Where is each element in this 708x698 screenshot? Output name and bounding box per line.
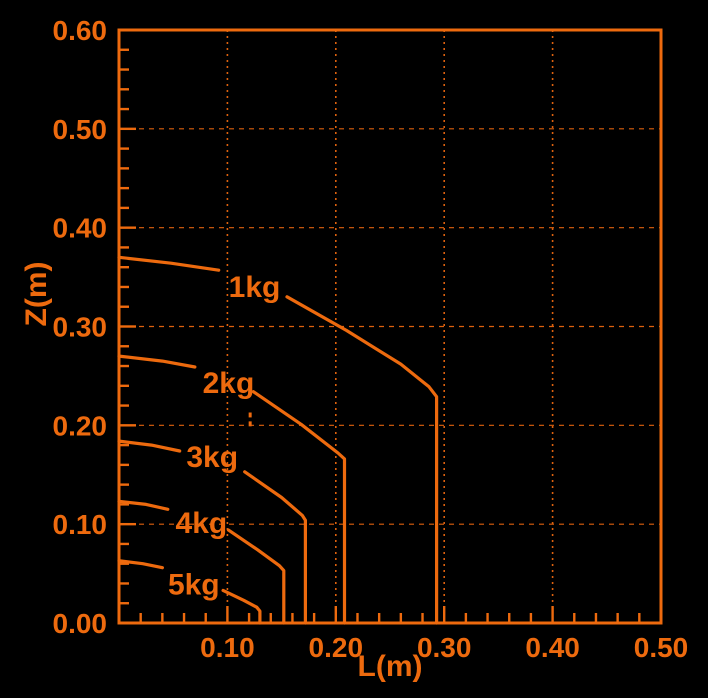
x-tick-label: 0.10 [200,632,255,663]
grid-layer [119,30,661,623]
curve-2kg [117,354,197,369]
curve-label-2kg: 2kg [203,367,255,400]
y-tick-label: 0.40 [53,213,108,244]
plot-border [117,28,663,625]
curve-2kg [251,390,347,625]
curve-label-5kg: 5kg [168,568,220,601]
y-tick-label: 0.50 [53,114,108,145]
y-tick-label: 0.60 [53,15,108,46]
curve-4kg [226,528,286,625]
x-tick-label: 0.50 [634,632,689,663]
curve-label-3kg: 3kg [186,441,238,474]
y-axis-title: Z(m) [20,262,53,327]
curve-5kg [117,559,164,570]
curve-1kg [117,255,221,272]
y-tick-label: 0.10 [53,509,108,540]
curves-layer [117,255,439,625]
curve-label-4kg: 4kg [176,507,228,540]
y-tick-label: 0.00 [53,608,108,639]
x-axis-title: L(m) [358,650,423,683]
curve-label-1kg: 1kg [229,271,281,304]
curve-1kg [285,295,439,625]
curve-5kg [221,588,262,625]
curve-labels: 1kg 2kg 3kg 4kg 5kg [168,271,280,601]
x-tick-labels: 0.10 0.20 0.30 0.40 0.50 [200,632,688,663]
y-tick-label: 0.30 [53,312,108,343]
y-tick-label: 0.20 [53,410,108,441]
x-tick-label: 0.30 [417,632,472,663]
curve-4kg [117,499,170,511]
x-tick-label: 0.40 [525,632,580,663]
tick-layer [120,48,641,622]
curve-3kg [117,439,182,453]
x-tick-label: 0.20 [309,632,364,663]
y-tick-labels: 0.00 0.10 0.20 0.30 0.40 0.50 0.60 [53,15,108,639]
curve-3kg [243,470,307,625]
